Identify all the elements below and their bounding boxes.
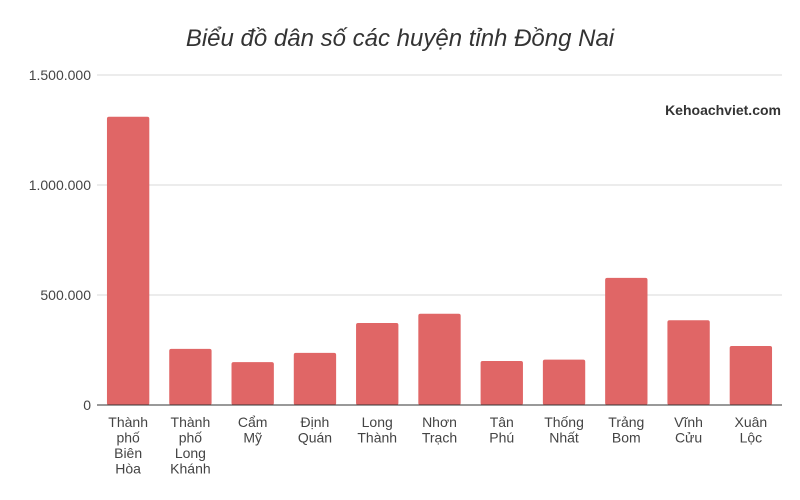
bar	[106, 116, 150, 406]
x-tick-label: Cẩm Mỹ	[238, 414, 268, 446]
x-tick-label: Nhơn Trạch	[422, 414, 457, 446]
bar	[418, 313, 461, 405]
y-axis-tick-labels: 0 500.000 1.000.000 1.500.000	[29, 67, 92, 413]
bar	[729, 346, 773, 405]
chart-title: Biểu đồ dân số các huyện tỉnh Đồng Nai	[186, 25, 615, 52]
gridlines	[97, 74, 782, 296]
bar	[605, 277, 648, 405]
x-tick-label: Định Quán	[298, 414, 332, 446]
y-tick-label: 500.000	[40, 287, 91, 303]
x-tick-label: Tân Phú	[489, 414, 514, 446]
bars	[106, 116, 773, 406]
y-tick-label: 1.000.000	[29, 177, 91, 193]
x-tick-label: Thành phố Long Khánh	[170, 414, 210, 477]
x-tick-label: Trảng Bom	[608, 414, 644, 446]
x-tick-label: Xuân Lộc	[735, 414, 768, 446]
y-tick-label: 1.500.000	[29, 67, 91, 83]
x-axis-category-labels: Thành phố Biên Hòa Thành phố Long Khánh Cẩm Mỹ Địn…	[108, 414, 767, 477]
x-tick-label: Thành phố Biên Hòa	[108, 414, 148, 477]
x-tick-label: Vĩnh Cửu	[674, 414, 703, 446]
bar	[480, 361, 523, 405]
bar	[169, 348, 212, 405]
bar	[542, 359, 586, 405]
x-tick-label: Long Thành	[357, 414, 397, 446]
watermark-text: Kehoachviet.com	[665, 102, 781, 118]
bar	[231, 362, 274, 405]
x-tick-label: Thống Nhất	[544, 414, 584, 446]
bar	[356, 322, 399, 405]
y-tick-label: 0	[83, 397, 91, 413]
bar	[293, 352, 337, 405]
bar	[667, 320, 710, 405]
